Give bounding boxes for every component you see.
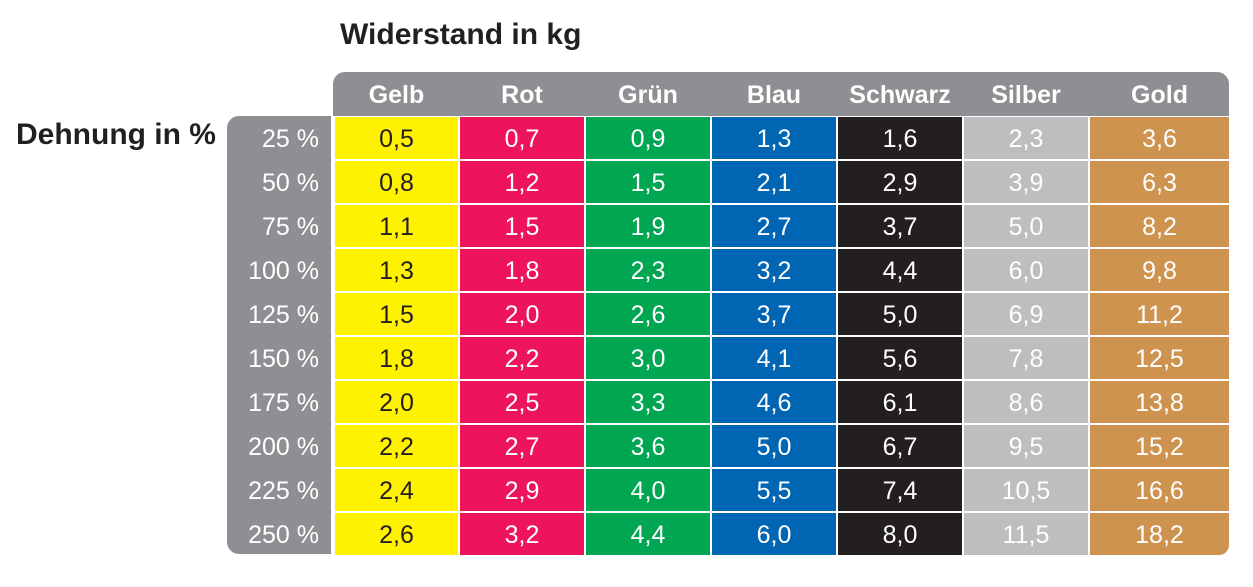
column-header-3: Blau xyxy=(746,81,802,109)
table-cell-r8-c0: 2,4 xyxy=(335,469,458,511)
table-cell-r4-c2: 2,6 xyxy=(586,293,710,335)
table-cell-r3-c1: 1,8 xyxy=(460,249,584,291)
table-cell-r3-c3: 3,2 xyxy=(712,249,836,291)
table-cell-r4-c0: 1,5 xyxy=(335,293,458,335)
row-label-bar xyxy=(227,116,331,554)
column-header-1: Rot xyxy=(501,81,543,109)
table-cell-r6-c2: 3,3 xyxy=(586,381,710,423)
table-cell-r7-c0: 2,2 xyxy=(335,425,458,467)
table-cell-r7-c6: 15,2 xyxy=(1090,425,1229,467)
table-cell-r7-c5: 9,5 xyxy=(964,425,1088,467)
table-cell-r5-c5: 7,8 xyxy=(964,337,1088,379)
table-cell-r7-c4: 6,7 xyxy=(838,425,962,467)
table-cell-r2-c2: 1,9 xyxy=(586,205,710,247)
table-cell-r3-c0: 1,3 xyxy=(335,249,458,291)
table-cell-r0-c3: 1,3 xyxy=(712,117,836,159)
table-cell-r0-c6: 3,6 xyxy=(1090,117,1229,159)
table-cell-r2-c3: 2,7 xyxy=(712,205,836,247)
column-header-4: Schwarz xyxy=(849,81,951,109)
table-cell-r3-c5: 6,0 xyxy=(964,249,1088,291)
column-header-bar xyxy=(333,72,1229,116)
column-header-0: Gelb xyxy=(368,81,425,109)
row-label-0: 25 % xyxy=(262,125,319,153)
table-cell-r9-c0: 2,6 xyxy=(335,513,458,555)
table-cell-r7-c1: 2,7 xyxy=(460,425,584,467)
table-cell-r5-c0: 1,8 xyxy=(335,337,458,379)
table-cell-r1-c1: 1,2 xyxy=(460,161,584,203)
table-cell-r2-c6: 8,2 xyxy=(1090,205,1229,247)
table-cell-r4-c3: 3,7 xyxy=(712,293,836,335)
table-cell-r6-c1: 2,5 xyxy=(460,381,584,423)
table-cell-r4-c6: 11,2 xyxy=(1090,293,1229,335)
table-cell-r2-c0: 1,1 xyxy=(335,205,458,247)
row-label-9: 250 % xyxy=(248,521,319,549)
table-cell-r1-c5: 3,9 xyxy=(964,161,1088,203)
table-cell-r5-c6: 12,5 xyxy=(1090,337,1229,379)
column-header-2: Grün xyxy=(618,81,678,109)
table-cell-r1-c6: 6,3 xyxy=(1090,161,1229,203)
table-cell-r5-c3: 4,1 xyxy=(712,337,836,379)
table-cell-r9-c3: 6,0 xyxy=(712,513,836,555)
table-cell-r5-c4: 5,6 xyxy=(838,337,962,379)
table-cell-r9-c5: 11,5 xyxy=(964,513,1088,555)
table-cell-r5-c2: 3,0 xyxy=(586,337,710,379)
row-label-3: 100 % xyxy=(248,257,319,285)
table-cell-r4-c5: 6,9 xyxy=(964,293,1088,335)
table-cell-r0-c2: 0,9 xyxy=(586,117,710,159)
table-cell-r9-c6: 18,2 xyxy=(1090,513,1229,555)
table-cell-r8-c2: 4,0 xyxy=(586,469,710,511)
table-cell-r1-c3: 2,1 xyxy=(712,161,836,203)
table-cell-r8-c5: 10,5 xyxy=(964,469,1088,511)
row-label-5: 150 % xyxy=(248,345,319,373)
row-label-6: 175 % xyxy=(248,389,319,417)
row-label-8: 225 % xyxy=(248,477,319,505)
table-cell-r2-c1: 1,5 xyxy=(460,205,584,247)
table-cell-r8-c4: 7,4 xyxy=(838,469,962,511)
table-cell-r3-c6: 9,8 xyxy=(1090,249,1229,291)
table-cell-r6-c4: 6,1 xyxy=(838,381,962,423)
table-cell-r6-c6: 13,8 xyxy=(1090,381,1229,423)
row-label-4: 125 % xyxy=(248,301,319,329)
table-cell-r4-c4: 5,0 xyxy=(838,293,962,335)
column-header-5: Silber xyxy=(991,81,1061,109)
column-header-6: Gold xyxy=(1131,81,1188,109)
table-cell-r6-c3: 4,6 xyxy=(712,381,836,423)
table-cell-r2-c4: 3,7 xyxy=(838,205,962,247)
table-cell-r9-c2: 4,4 xyxy=(586,513,710,555)
table-cell-r0-c4: 1,6 xyxy=(838,117,962,159)
table-cell-r5-c1: 2,2 xyxy=(460,337,584,379)
table-cell-r8-c3: 5,5 xyxy=(712,469,836,511)
table-cell-r4-c1: 2,0 xyxy=(460,293,584,335)
table-cell-r0-c0: 0,5 xyxy=(335,117,458,159)
table-cell-r9-c1: 3,2 xyxy=(460,513,584,555)
table-cell-r2-c5: 5,0 xyxy=(964,205,1088,247)
table-cell-r3-c2: 2,3 xyxy=(586,249,710,291)
row-label-2: 75 % xyxy=(262,213,319,241)
chart-title: Widerstand in kg xyxy=(340,18,582,51)
table-cell-r6-c5: 8,6 xyxy=(964,381,1088,423)
table-cell-r1-c4: 2,9 xyxy=(838,161,962,203)
table-cell-r1-c0: 0,8 xyxy=(335,161,458,203)
row-label-1: 50 % xyxy=(262,169,319,197)
table-cell-r6-c0: 2,0 xyxy=(335,381,458,423)
table-cell-r9-c4: 8,0 xyxy=(838,513,962,555)
table-cell-r7-c2: 3,6 xyxy=(586,425,710,467)
table-cell-r0-c5: 2,3 xyxy=(964,117,1088,159)
table-cell-r8-c6: 16,6 xyxy=(1090,469,1229,511)
row-label-7: 200 % xyxy=(248,433,319,461)
table-cell-r1-c2: 1,5 xyxy=(586,161,710,203)
table-cell-r3-c4: 4,4 xyxy=(838,249,962,291)
row-axis-title: Dehnung in % xyxy=(16,118,216,151)
table-cell-r7-c3: 5,0 xyxy=(712,425,836,467)
table-cell-r8-c1: 2,9 xyxy=(460,469,584,511)
table-cell-r0-c1: 0,7 xyxy=(460,117,584,159)
